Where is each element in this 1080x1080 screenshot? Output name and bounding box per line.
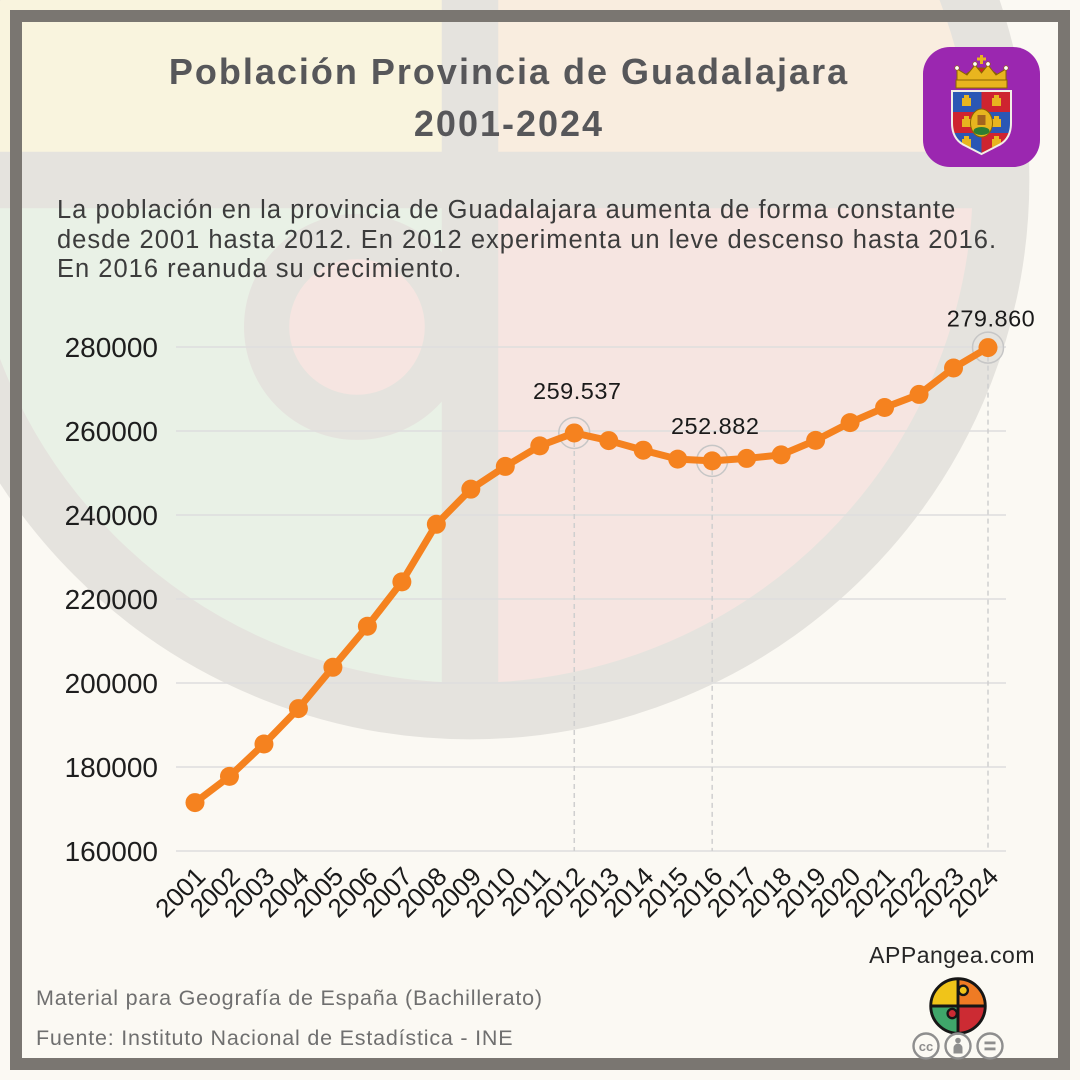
svg-text:cc: cc	[919, 1039, 933, 1054]
page-title: Población Provincia de Guadalajara 2001-…	[30, 46, 988, 150]
annotation-value-labels: 259.537 252.882 279.860	[533, 306, 1035, 439]
x-tick-labels: 2001200220032004200520062007200820092010…	[149, 861, 1004, 923]
description-line: La población en la provincia de Guadalaj…	[57, 196, 957, 224]
svg-text:240000: 240000	[65, 500, 158, 531]
svg-text:260000: 260000	[65, 416, 158, 447]
guadalajara-coat-of-arms-logo	[923, 47, 1040, 167]
svg-text:220000: 220000	[65, 584, 158, 615]
annotation-droplines	[558, 331, 1005, 851]
svg-text:280000: 280000	[65, 332, 158, 363]
svg-text:279.860: 279.860	[947, 306, 1035, 332]
description-line: desde 2001 hasta 2012. En 2012 experimen…	[57, 225, 998, 254]
svg-text:252.882: 252.882	[671, 413, 759, 439]
data-point-markers	[185, 338, 998, 813]
attribution-icon	[944, 1032, 972, 1060]
creative-commons-license-icons: cc	[912, 1032, 1004, 1060]
description-line: En 2016 reanuda su crecimiento.	[57, 255, 463, 283]
population-line-chart: 160000 180000 200000 220000 240000 260000 2800…	[65, 306, 1035, 924]
no-derivatives-icon	[976, 1032, 1004, 1060]
cc-icon: cc	[912, 1032, 940, 1060]
shield-icon	[951, 90, 1012, 156]
y-gridlines	[176, 346, 1006, 852]
page-title-line1: Población Provincia de Guadalajara	[168, 51, 850, 92]
footer-source-text: Fuente: Instituto Nacional de Estadístic…	[36, 1026, 514, 1050]
y-tick-labels: 160000 180000 200000 220000 240000 260000 2800…	[65, 332, 158, 867]
page-title-line2: 2001-2024	[413, 103, 605, 144]
appangea-site-text: APPangea.com	[869, 942, 1035, 968]
footer-material-text: Material para Geografía de España (Bachi…	[36, 986, 543, 1010]
svg-text:180000: 180000	[65, 752, 158, 783]
svg-text:259.537: 259.537	[533, 378, 621, 404]
population-series-line	[191, 344, 992, 807]
chart-description: La población en la provincia de Guadalaj…	[57, 196, 1047, 285]
svg-text:200000: 200000	[65, 668, 158, 699]
crown-icon	[954, 55, 1009, 89]
svg-text:160000: 160000	[65, 836, 158, 867]
appangea-puzzle-logo-icon	[929, 977, 987, 1035]
